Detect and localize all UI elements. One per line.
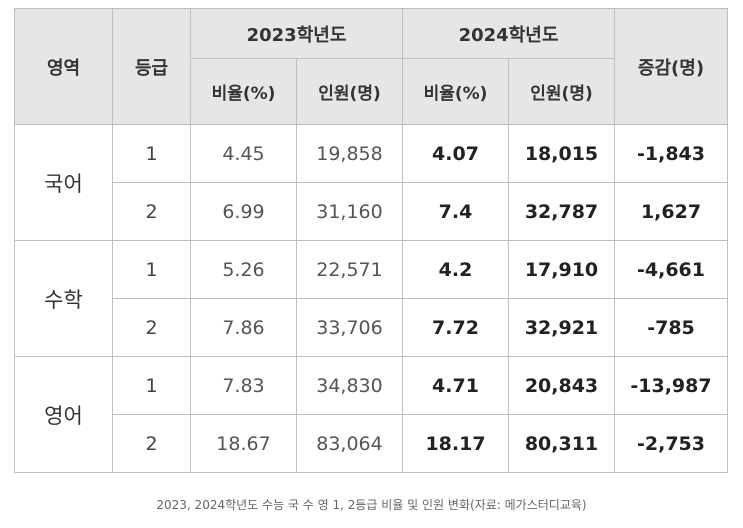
grade-cell: 2 xyxy=(112,298,191,357)
grade-cell: 2 xyxy=(112,414,191,473)
people-2023-cell: 83,064 xyxy=(296,414,403,473)
ratio-2023-cell: 4.45 xyxy=(190,124,297,183)
ratio-2024-cell: 4.71 xyxy=(402,356,509,415)
people-2023-cell: 31,160 xyxy=(296,182,403,241)
table-caption: 2023, 2024학년도 수능 국 수 영 1, 2등급 비율 및 인원 변화… xyxy=(156,498,587,512)
header-area: 영역 xyxy=(14,8,113,125)
grade-cell: 2 xyxy=(112,182,191,241)
header-people-2024: 인원(명) xyxy=(508,58,615,125)
table-row: 수학 1 5.26 22,571 4.2 17,910 -4,661 xyxy=(14,240,728,357)
header-ratio-2024: 비율(%) xyxy=(402,58,509,125)
table-row: 2 6.99 31,160 7.4 32,787 1,627 xyxy=(15,182,728,241)
ratio-2023-cell: 5.26 xyxy=(190,240,297,299)
people-2024-cell: 32,921 xyxy=(508,298,615,357)
header-year-2023: 2023학년도 xyxy=(190,8,403,59)
people-2024-cell: 32,787 xyxy=(508,182,615,241)
ratio-2023-cell: 6.99 xyxy=(190,182,297,241)
change-cell: -13,987 xyxy=(614,356,728,415)
grade-table-container: 영역 등급 2023학년도 2024학년도 증감(명) 비율(%) 인원(명) … xyxy=(14,8,728,473)
header-grade: 등급 xyxy=(112,8,191,125)
grade-cell: 1 xyxy=(112,124,191,183)
table-row: 국어 1 4.45 19,858 4.07 18,015 -1,843 xyxy=(14,124,728,241)
header-people-2023: 인원(명) xyxy=(296,58,403,125)
area-cell-english: 영어 xyxy=(14,356,113,473)
ratio-2023-cell: 18.67 xyxy=(190,414,297,473)
people-2024-cell: 17,910 xyxy=(508,240,615,299)
area-cell-math: 수학 xyxy=(14,240,113,357)
ratio-2024-cell: 18.17 xyxy=(402,414,509,473)
area-cell-korean: 국어 xyxy=(14,124,113,241)
change-cell: -1,843 xyxy=(614,124,728,183)
change-cell: 1,627 xyxy=(614,182,728,241)
ratio-2023-cell: 7.83 xyxy=(190,356,297,415)
table-row: 영어 1 7.83 34,830 4.71 20,843 -13,987 xyxy=(14,356,728,473)
ratio-2024-cell: 4.07 xyxy=(402,124,509,183)
people-2023-cell: 22,571 xyxy=(296,240,403,299)
grade-cell: 1 xyxy=(112,356,191,415)
table-row: 2 7.86 33,706 7.72 32,921 -785 xyxy=(15,298,728,357)
ratio-2023-cell: 7.86 xyxy=(190,298,297,357)
header-year-2024: 2024학년도 xyxy=(402,8,615,59)
ratio-2024-cell: 7.72 xyxy=(402,298,509,357)
ratio-2024-cell: 4.2 xyxy=(402,240,509,299)
change-cell: -785 xyxy=(614,298,728,357)
people-2024-cell: 80,311 xyxy=(508,414,615,473)
grade-table: 영역 등급 2023학년도 2024학년도 증감(명) 비율(%) 인원(명) … xyxy=(14,8,728,473)
header-change: 증감(명) xyxy=(614,8,728,125)
change-cell: -4,661 xyxy=(614,240,728,299)
people-2024-cell: 20,843 xyxy=(508,356,615,415)
header-ratio-2023: 비율(%) xyxy=(190,58,297,125)
people-2023-cell: 19,858 xyxy=(296,124,403,183)
people-2023-cell: 33,706 xyxy=(296,298,403,357)
people-2024-cell: 18,015 xyxy=(508,124,615,183)
ratio-2024-cell: 7.4 xyxy=(402,182,509,241)
grade-cell: 1 xyxy=(112,240,191,299)
table-row: 2 18.67 83,064 18.17 80,311 -2,753 xyxy=(15,414,728,473)
change-cell: -2,753 xyxy=(614,414,728,473)
people-2023-cell: 34,830 xyxy=(296,356,403,415)
